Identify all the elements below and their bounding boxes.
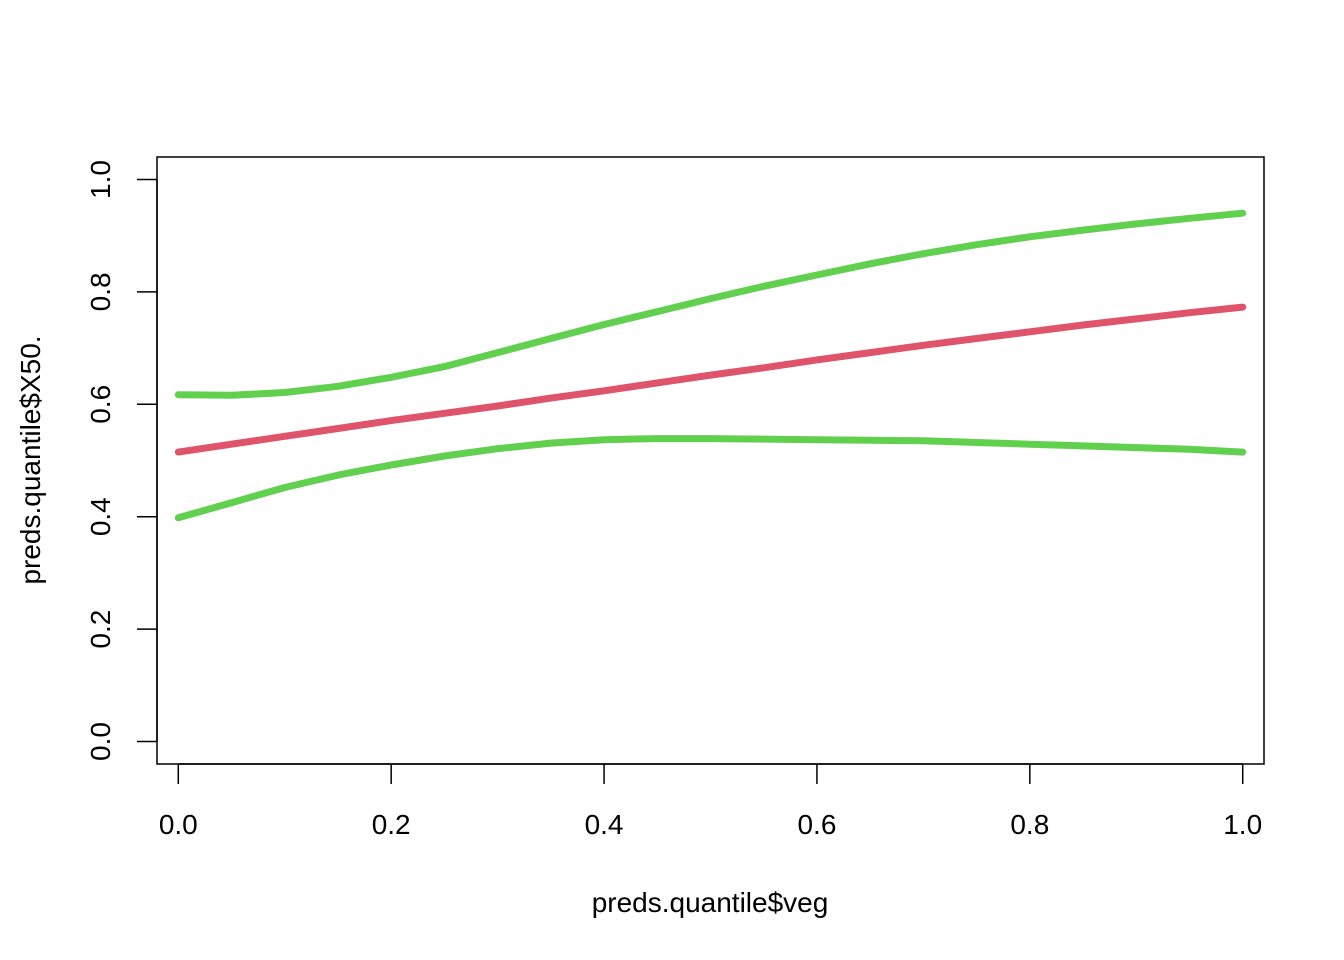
x-tick-label: 0.2	[372, 809, 411, 840]
series-layer	[174, 209, 1247, 522]
x-axis-title: preds.quantile$veg	[592, 887, 829, 918]
y-tick-label: 0.6	[85, 385, 116, 424]
y-tick-label: 0.4	[85, 497, 116, 536]
x-tick-label: 0.6	[797, 809, 836, 840]
y-tick-label: 0.0	[85, 722, 116, 761]
series-line-1	[174, 303, 1247, 456]
y-tick-label: 1.0	[85, 160, 116, 199]
x-tick-label: 0.4	[585, 809, 624, 840]
y-axis: 0.0 0.2 0.4 0.6 0.8 1.0	[85, 160, 158, 761]
y-tick-label: 0.2	[85, 610, 116, 649]
x-tick-label: 0.0	[159, 809, 198, 840]
series-line-3	[174, 435, 1247, 522]
x-axis: 0.0 0.2 0.4 0.6 0.8 1.0	[159, 763, 1262, 840]
series-line-2	[174, 209, 1247, 399]
x-tick-label: 1.0	[1223, 809, 1262, 840]
y-tick-label: 0.8	[85, 272, 116, 311]
plot-frame	[156, 156, 1265, 765]
x-tick-label: 0.8	[1010, 809, 1049, 840]
y-axis-title: preds.quantile$X50.	[15, 335, 46, 584]
